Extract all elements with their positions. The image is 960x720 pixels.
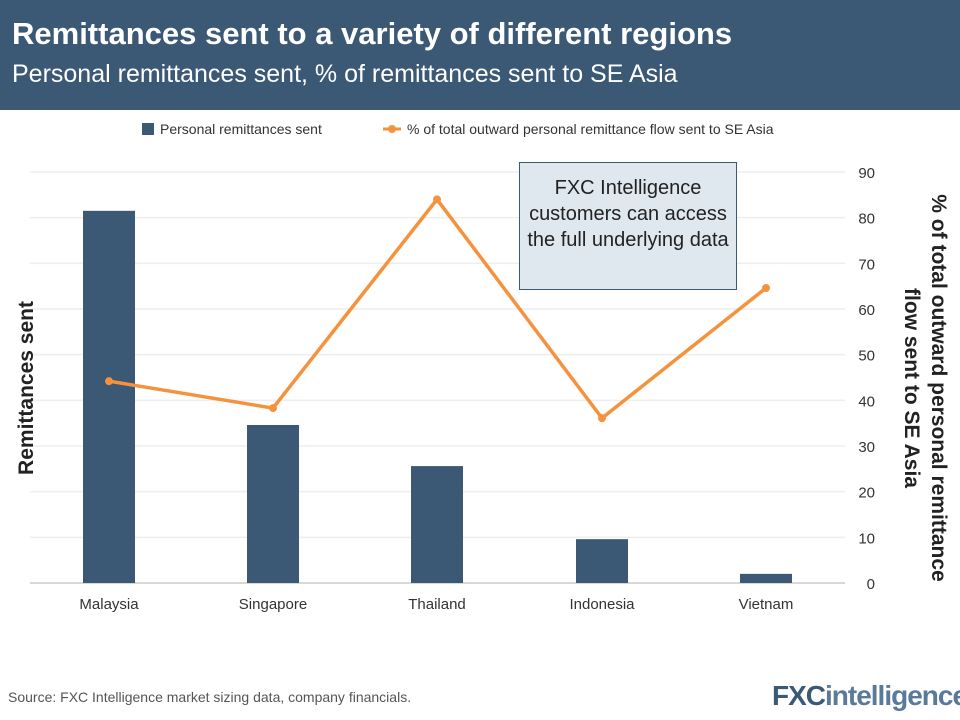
line-point-vietnam bbox=[762, 283, 770, 292]
legend-bar-swatch bbox=[142, 123, 154, 135]
x-tick-label: Malaysia bbox=[79, 596, 139, 613]
bar-indonesia bbox=[576, 539, 628, 583]
y-right-label-2: flow sent to SE Asia bbox=[900, 288, 923, 488]
x-tick-label: Indonesia bbox=[569, 596, 635, 613]
legend-line-label: % of total outward personal remittance f… bbox=[407, 121, 774, 137]
bar-thailand bbox=[411, 466, 463, 583]
legend: Personal remittances sent % of total out… bbox=[142, 121, 774, 137]
fxc-logo: FXCintelligence bbox=[772, 680, 960, 711]
y-tick-label: 50 bbox=[858, 348, 875, 365]
y-tick-label: 0 bbox=[867, 576, 875, 593]
chart-title: Remittances sent to a variety of differe… bbox=[12, 16, 733, 51]
y-tick-label: 40 bbox=[858, 393, 875, 410]
chart-subtitle: Personal remittances sent, % of remittan… bbox=[12, 60, 678, 88]
source-text: Source: FXC Intelligence market sizing d… bbox=[8, 689, 412, 705]
line-point-singapore bbox=[269, 404, 277, 413]
y-tick-label: 30 bbox=[858, 439, 875, 456]
y-tick-label: 60 bbox=[858, 302, 875, 319]
data-access-note: FXC Intelligence customers can access th… bbox=[519, 162, 737, 290]
y-left-label: Remittances sent bbox=[15, 301, 38, 475]
y-right-label-1: % of total outward personal remittance bbox=[927, 194, 950, 581]
line-point-malaysia bbox=[105, 377, 113, 386]
bar-vietnam bbox=[740, 573, 792, 583]
y-tick-label: 70 bbox=[858, 256, 875, 273]
bar-singapore bbox=[247, 424, 299, 583]
legend-bar-label: Personal remittances sent bbox=[160, 121, 322, 137]
bar-malaysia bbox=[83, 210, 135, 584]
x-tick-label: Singapore bbox=[239, 596, 307, 613]
legend-line-marker bbox=[388, 125, 396, 133]
y-tick-label: 10 bbox=[858, 530, 875, 547]
x-tick-label: Thailand bbox=[408, 596, 466, 613]
line-point-indonesia bbox=[598, 414, 606, 423]
y-tick-label: 80 bbox=[858, 211, 875, 228]
y-tick-label: 20 bbox=[858, 485, 875, 502]
header: Remittances sent to a variety of differe… bbox=[0, 0, 960, 110]
x-tick-label: Vietnam bbox=[739, 596, 794, 613]
y-tick-label: 90 bbox=[858, 165, 875, 182]
line-point-thailand bbox=[433, 195, 441, 204]
